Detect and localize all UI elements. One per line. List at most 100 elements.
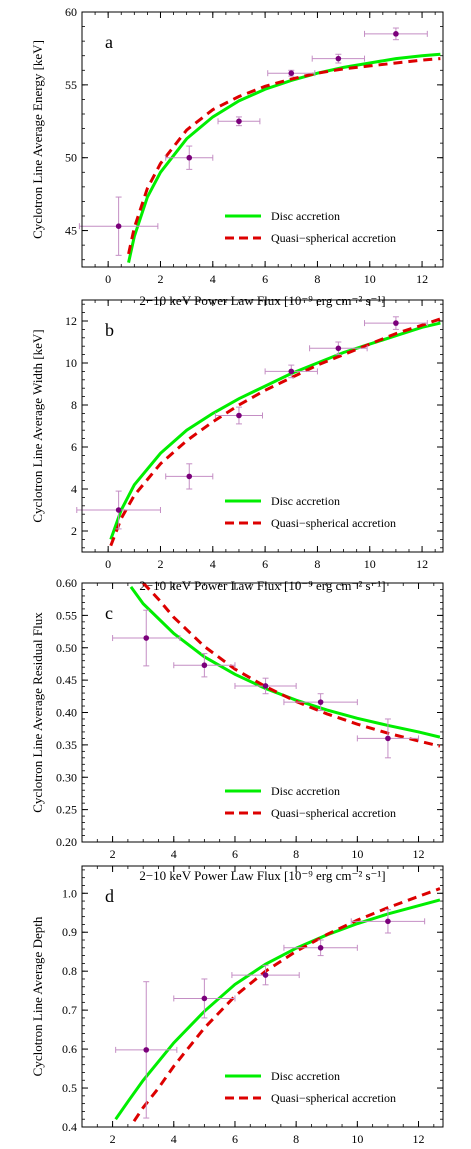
x-tick-label: 4 <box>210 557 216 571</box>
data-point-group <box>112 609 181 667</box>
x-tick-label: 6 <box>262 272 268 286</box>
y-tick-label: 2 <box>71 524 77 538</box>
plot-frame <box>81 299 444 553</box>
data-point-group <box>231 964 300 986</box>
y-tick-label: 0.30 <box>56 770 77 784</box>
x-tick-label: 0 <box>105 272 111 286</box>
data-point-group <box>234 677 297 695</box>
panel-c: 2 4 6 8 10 12 0.20 0.25 0.30 0.35 0.40 0.45 0.50 0.55… <box>30 576 444 883</box>
data-point-group <box>173 978 236 1019</box>
disc-line <box>127 52 441 263</box>
x-tick-label: 4 <box>210 272 216 286</box>
y-tick-label: 1.0 <box>62 886 77 900</box>
data-point-group <box>165 145 214 170</box>
legend-label: Disc accretion <box>271 1069 340 1083</box>
data-point-group <box>283 939 358 957</box>
x-axis-title: 2−10 keV Power Law Flux [10⁻⁹ erg cm⁻² s… <box>139 578 385 593</box>
y-tick-label: 0.20 <box>56 835 77 849</box>
x-tick-label: 0 <box>105 557 111 571</box>
panel-letter: c <box>105 603 113 623</box>
legend-label: Quasi−spherical accretion <box>271 1091 396 1105</box>
x-tick-label: 12 <box>416 557 428 571</box>
x-axis-title: 2−10 keV Power Law Flux [10⁻⁹ erg cm⁻² s… <box>139 868 385 883</box>
y-tick-label: 6 <box>71 440 77 454</box>
x-tick-label: 4 <box>171 847 177 861</box>
y-tick-label: 0.9 <box>62 925 77 939</box>
y-tick-label: 0.35 <box>56 738 77 752</box>
data-point <box>317 699 324 705</box>
data-point <box>385 735 391 742</box>
quasi-spherical-line <box>132 887 441 1122</box>
x-tick-label: 10 <box>364 557 376 571</box>
x-tick-label: 12 <box>416 272 428 286</box>
y-tick-label: 12 <box>65 314 77 328</box>
data-point-group <box>267 69 316 77</box>
disc-line <box>109 321 441 540</box>
x-tick-label: 8 <box>314 272 320 286</box>
quasi-spherical-line <box>142 583 441 748</box>
y-tick-label: 60 <box>65 5 77 19</box>
y-tick-label: 0.55 <box>56 608 77 622</box>
y-tick-label: 0.5 <box>62 1081 77 1095</box>
panel-a: 0 2 4 6 8 10 12 45 50 55 60 a Disc accretion Quasi−sp… <box>30 5 444 308</box>
x-tick-label: 10 <box>351 847 363 861</box>
y-tick-label: 0.4 <box>62 1120 77 1134</box>
x-tick-label: 8 <box>293 847 299 861</box>
y-tick-label: 0.8 <box>62 964 77 978</box>
x-tick-label: 6 <box>262 557 268 571</box>
y-axis-title: Cyclotron Line Average Width [keV] <box>30 329 45 522</box>
data-point-group <box>283 693 358 712</box>
data-point-group <box>214 406 263 425</box>
x-tick-label: 2 <box>110 847 116 861</box>
data-point-group <box>309 341 368 356</box>
y-tick-label: 0.60 <box>56 576 77 590</box>
data-point <box>143 635 150 641</box>
x-tick-label: 4 <box>171 1132 177 1146</box>
y-tick-label: 55 <box>65 78 77 92</box>
data-point <box>236 118 242 125</box>
quasi-spherical-line <box>127 57 441 255</box>
data-point-group <box>165 463 214 490</box>
y-tick-label: 0.25 <box>56 803 77 817</box>
data-point-group <box>115 981 178 1119</box>
y-axis-title: Cyclotron Line Average Residual Flux <box>30 612 45 813</box>
x-tick-label: 8 <box>293 1132 299 1146</box>
data-point-group <box>311 53 366 64</box>
y-tick-label: 0.50 <box>56 641 77 655</box>
data-point-group <box>173 653 236 678</box>
y-tick-label: 0.6 <box>62 1042 77 1056</box>
data-point-group <box>78 196 159 256</box>
x-tick-label: 6 <box>232 847 238 861</box>
data-point <box>288 368 295 375</box>
data-point <box>186 473 193 480</box>
x-tick-label: 10 <box>364 272 376 286</box>
y-tick-label: 50 <box>65 151 77 165</box>
y-tick-label: 10 <box>65 356 77 370</box>
legend-label: Disc accretion <box>271 784 340 798</box>
data-point <box>201 995 208 1002</box>
data-point <box>262 683 269 689</box>
x-tick-label: 12 <box>413 1132 425 1146</box>
legend-label: Disc accretion <box>271 494 340 508</box>
data-point <box>115 223 122 229</box>
y-tick-label: 45 <box>65 224 77 238</box>
disc-line <box>114 898 441 1121</box>
data-point-group <box>356 718 420 759</box>
y-tick-label: 0.45 <box>56 673 77 687</box>
data-point <box>335 345 342 352</box>
data-point <box>385 918 391 925</box>
data-point-group <box>264 364 318 379</box>
x-tick-label: 2 <box>157 272 163 286</box>
data-point <box>393 31 399 37</box>
data-point <box>335 55 342 62</box>
legend-label: Disc accretion <box>271 209 340 223</box>
panel-letter: d <box>105 886 114 906</box>
panel-b: 0 2 4 6 8 10 12 2 4 6 8 10 12 b Disc accretion Quasi−sp… <box>30 299 444 593</box>
data-point-group <box>364 27 428 41</box>
data-point <box>143 1047 150 1053</box>
data-point-group <box>76 490 161 530</box>
legend-label: Quasi−spherical accretion <box>271 806 396 820</box>
x-tick-label: 12 <box>413 847 425 861</box>
plot-frame <box>81 582 444 843</box>
panel-letter: b <box>105 320 114 340</box>
